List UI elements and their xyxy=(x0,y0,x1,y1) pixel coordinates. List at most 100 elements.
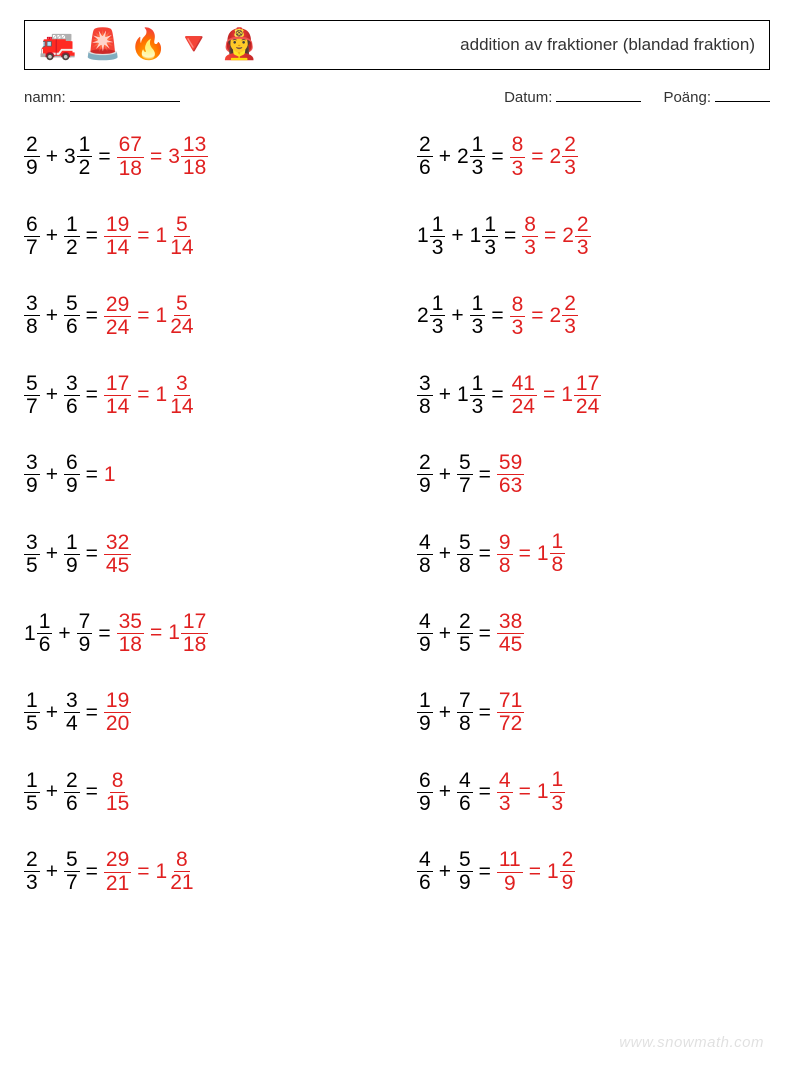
plus-sign: + xyxy=(439,780,451,804)
plus-sign: + xyxy=(46,304,58,328)
problem-row: 57+36=1714=1314 xyxy=(24,373,377,419)
mixed-number: 1524 xyxy=(156,293,196,338)
fraction: 3245 xyxy=(104,532,131,577)
mixed-number: 1314 xyxy=(156,373,196,418)
mixed-number: 223 xyxy=(550,134,578,179)
fraction: 13 xyxy=(470,134,486,179)
equals-sign: = xyxy=(137,224,149,247)
equals-sign: = xyxy=(491,145,503,169)
fraction: 78 xyxy=(457,690,473,735)
fraction: 46 xyxy=(457,770,473,815)
equals-sign: = xyxy=(544,224,556,247)
fraction: 524 xyxy=(168,293,195,338)
equals-sign: = xyxy=(86,383,98,407)
header-emoji-icon: 🔥 xyxy=(130,30,167,60)
equals-sign: = xyxy=(137,860,149,883)
mixed-number: 11718 xyxy=(168,611,208,656)
answer: 1914=1514 xyxy=(104,214,196,260)
answer: 2924 = 1524 xyxy=(104,293,196,339)
fraction: 39 xyxy=(24,452,40,497)
fraction: 13 xyxy=(482,214,498,259)
problem-row: 29+312=6718=31318 xyxy=(24,134,377,180)
plus-sign: + xyxy=(46,224,58,248)
fraction: 13 xyxy=(470,293,486,338)
plus-sign: + xyxy=(439,860,451,884)
fraction: 98 xyxy=(497,532,513,577)
equals-sign: = xyxy=(479,463,491,487)
plus-sign: + xyxy=(439,542,451,566)
fraction: 38 xyxy=(417,373,433,418)
fraction: 29 xyxy=(560,849,576,894)
fraction: 1914 xyxy=(104,214,131,259)
header-emoji-icon: 👩‍🚒 xyxy=(220,30,257,60)
fraction: 2924 xyxy=(104,294,131,339)
problem-row: 15+34=1920 xyxy=(24,690,377,735)
fraction: 43 xyxy=(497,770,513,815)
answer: 3845 xyxy=(497,611,524,656)
fraction: 119 xyxy=(497,849,523,894)
fraction: 15 xyxy=(24,690,40,735)
problem-row: 48+58=98=118 xyxy=(417,531,770,577)
problem-row: 23+57=2921=1821 xyxy=(24,849,377,895)
plus-sign: + xyxy=(439,145,451,169)
fraction: 29 xyxy=(24,134,40,179)
equals-sign: = xyxy=(86,780,98,804)
fraction: 1718 xyxy=(181,611,208,656)
answer: 83=223 xyxy=(522,214,590,260)
fraction: 26 xyxy=(417,134,433,179)
problem-row: 46+59=119=129 xyxy=(417,849,770,895)
equals-sign: = xyxy=(98,622,110,646)
plus-sign: + xyxy=(46,542,58,566)
fraction: 46 xyxy=(417,849,433,894)
fraction: 815 xyxy=(104,770,131,815)
fraction: 34 xyxy=(64,690,80,735)
equals-sign: = xyxy=(479,622,491,646)
fraction: 23 xyxy=(575,214,591,259)
problem-row: 213+13=83=223 xyxy=(417,293,770,339)
fraction: 69 xyxy=(417,770,433,815)
fraction: 16 xyxy=(37,611,53,656)
equals-sign: = xyxy=(479,780,491,804)
problem-row: 38+113=4124=11724 xyxy=(417,373,770,419)
problem-row: 19+78=7172 xyxy=(417,690,770,735)
fraction: 67 xyxy=(24,214,40,259)
fraction: 23 xyxy=(24,849,40,894)
fraction: 38 xyxy=(24,293,40,338)
fraction: 15 xyxy=(24,770,40,815)
equals-sign: = xyxy=(519,780,531,803)
fraction: 57 xyxy=(64,849,80,894)
date-score-fields: Datum: Poäng: xyxy=(504,88,770,106)
equals-sign: = xyxy=(86,860,98,884)
header-box: 🚒🚨🔥🔻👩‍🚒 addition av fraktioner (blandad … xyxy=(24,20,770,70)
fraction: 6718 xyxy=(117,134,144,179)
fraction: 12 xyxy=(77,134,93,179)
equals-sign: = xyxy=(504,224,516,248)
equals-sign: = xyxy=(98,145,110,169)
plus-sign: + xyxy=(439,701,451,725)
answer: 2921=1821 xyxy=(104,849,196,895)
mixed-number: 113 xyxy=(470,214,498,259)
answer: 5963 xyxy=(497,452,524,497)
fraction: 4124 xyxy=(510,373,537,418)
fraction: 83 xyxy=(522,214,538,259)
fraction: 13 xyxy=(550,769,566,814)
fraction: 2921 xyxy=(104,849,131,894)
equals-sign: = xyxy=(479,860,491,884)
mixed-number: 11724 xyxy=(561,373,601,418)
plus-sign: + xyxy=(46,860,58,884)
equals-sign: = xyxy=(137,383,149,406)
fraction: 3518 xyxy=(117,611,144,656)
mixed-number: 113 xyxy=(537,769,565,814)
header-emoji-icon: 🚒 xyxy=(39,30,76,60)
answer: 7172 xyxy=(497,690,524,735)
equals-sign: = xyxy=(137,304,149,327)
name-label: namn: xyxy=(24,89,66,106)
plus-sign: + xyxy=(46,701,58,725)
problem-row: 35+19=3245 xyxy=(24,531,377,577)
equals-sign: = xyxy=(86,224,98,248)
problem-row: 113+113=83=223 xyxy=(417,214,770,260)
fraction: 59 xyxy=(457,849,473,894)
fraction: 13 xyxy=(470,373,486,418)
equals-sign: = xyxy=(531,304,543,327)
fraction: 7172 xyxy=(497,690,524,735)
